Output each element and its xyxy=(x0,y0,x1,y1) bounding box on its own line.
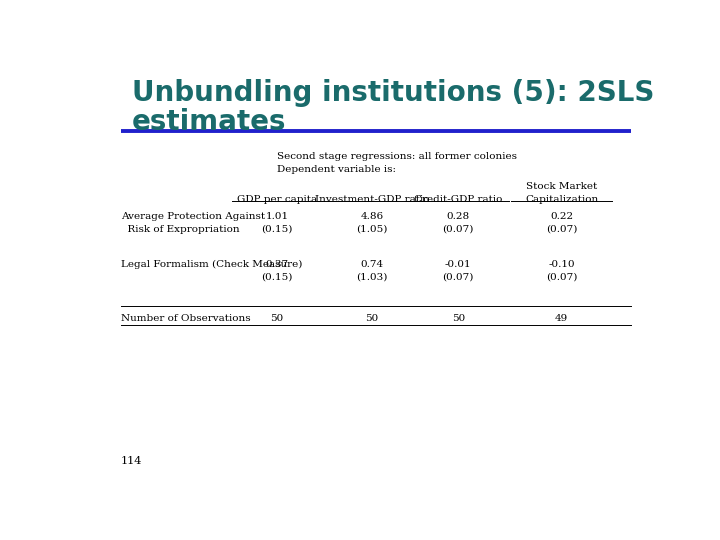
Text: Second stage regressions: all former colonies: Second stage regressions: all former col… xyxy=(277,152,517,161)
Text: Average Protection Against: Average Protection Against xyxy=(121,212,265,221)
Text: 50: 50 xyxy=(451,314,465,323)
Text: estimates: estimates xyxy=(132,109,287,137)
Text: 114: 114 xyxy=(121,456,142,466)
Text: (0.15): (0.15) xyxy=(261,225,292,234)
Text: Capitalization: Capitalization xyxy=(525,194,598,204)
Text: (0.15): (0.15) xyxy=(261,273,292,282)
Text: 0.28: 0.28 xyxy=(446,212,470,221)
Text: (0.07): (0.07) xyxy=(546,273,577,282)
Text: -0.01: -0.01 xyxy=(445,260,472,269)
Text: 4.86: 4.86 xyxy=(360,212,383,221)
Text: 0.74: 0.74 xyxy=(360,260,383,269)
Text: (1.05): (1.05) xyxy=(356,225,387,234)
Text: 0.37: 0.37 xyxy=(266,260,289,269)
Text: Risk of Expropriation: Risk of Expropriation xyxy=(121,225,239,234)
Text: 50: 50 xyxy=(365,314,379,323)
Text: 49: 49 xyxy=(555,314,568,323)
Text: Legal Formalism (Check Measure): Legal Formalism (Check Measure) xyxy=(121,260,302,269)
Text: Investment-GDP ratio: Investment-GDP ratio xyxy=(315,194,429,204)
Text: Credit-GDP ratio: Credit-GDP ratio xyxy=(414,194,503,204)
Text: GDP per capita: GDP per capita xyxy=(237,194,317,204)
Text: (0.07): (0.07) xyxy=(546,225,577,234)
Text: Unbundling institutions (5): 2SLS: Unbundling institutions (5): 2SLS xyxy=(132,79,654,107)
Text: 0.22: 0.22 xyxy=(550,212,573,221)
Text: (1.03): (1.03) xyxy=(356,273,387,282)
Text: (0.07): (0.07) xyxy=(443,225,474,234)
Text: 50: 50 xyxy=(270,314,284,323)
Text: 1.01: 1.01 xyxy=(266,212,289,221)
Text: (0.07): (0.07) xyxy=(443,273,474,282)
Text: Dependent variable is:: Dependent variable is: xyxy=(277,165,396,174)
Text: Number of Observations: Number of Observations xyxy=(121,314,251,323)
Text: Stock Market: Stock Market xyxy=(526,182,597,191)
Text: -0.10: -0.10 xyxy=(548,260,575,269)
